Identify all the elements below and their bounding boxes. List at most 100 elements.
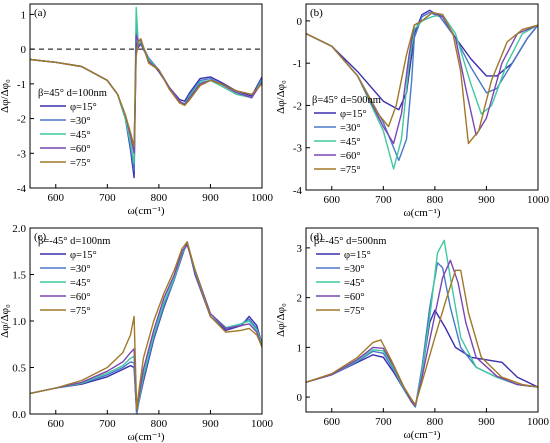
x-axis-label: ω(cm⁻¹) [403,429,440,441]
series-line-1 [30,41,262,179]
legend-entry: =75° [344,306,365,317]
series-group [30,6,262,179]
legend-entry: =45° [344,278,365,289]
y-tick-label: 1.5 [12,270,26,282]
y-tick-label: 1 [21,9,27,21]
y-tick-label: 0 [21,44,27,56]
panel-2: 600 700 800 900 1000 -4 -3 -2 -1 0 ω(cm⁻¹) Δφ/Δφ₀ (b… [275,3,550,219]
series-line-5 [306,11,538,145]
x-tick-label: 800 [427,416,444,428]
legend-title: β=-45° d=100nm [38,236,110,247]
y-tick-label: -1 [293,58,302,70]
x-tick-label: 600 [48,192,65,204]
series-line-3 [306,13,538,170]
series-line-5 [30,241,262,411]
y-axis-label: Δφ/Δφ₀ [0,304,11,338]
series-line-2 [30,27,262,172]
series-group [306,239,538,408]
series-line-2 [30,243,262,414]
y-tick-label: 2 [297,293,303,305]
x-axis-label: ω(cm⁻¹) [403,207,440,219]
y-axis-label: Δφ/Δφ₀ [0,79,11,113]
legend: β=45° d=500nm φ=15° =30° =45° =60° =75° [312,95,381,176]
series-line-4 [306,259,538,407]
y-tick-label: -4 [17,183,27,195]
panel-label: (c) [34,231,47,243]
y-tick-label: -3 [17,148,27,160]
legend-entry: =45° [340,137,361,148]
series-line-2 [306,262,538,408]
x-tick-label: 700 [99,418,116,430]
legend-entry: =60° [70,144,91,155]
series-group [306,9,538,170]
legend-entry: =30° [70,116,91,127]
series-line-4 [30,244,262,412]
series-line-5 [306,269,538,406]
legend-entry: =60° [344,292,365,303]
panel-label: (a) [34,7,47,19]
y-tick-label: -4 [293,185,303,197]
x-tick-label: 700 [375,416,392,428]
x-tick-label: 900 [202,192,219,204]
y-tick-label: -1 [17,79,26,91]
x-tick-label: 700 [375,194,392,206]
legend: β=-45° d=100nm φ=15° =30° =45° =60° =75° [38,236,110,317]
x-tick-label: 1000 [527,416,550,428]
x-axis-label: ω(cm⁻¹) [127,205,164,217]
series-line-1 [306,309,538,408]
legend: β=45° d=100nm φ=15° =30° =45° =60° =75° [38,88,107,169]
y-axis-label: Δφ/Δφ₀ [275,303,287,337]
legend-entry: φ=15° [70,102,97,113]
panel-3: 600 700 800 900 1000 0.0 0.5 1.0 1.5 2.0 ω(cm⁻¹) Δφ… [0,223,274,443]
x-tick-label: 900 [478,416,495,428]
legend-title: β=-45° d=500nm [314,236,386,247]
y-tick-label: 0.5 [12,363,26,375]
legend-entry: =60° [70,292,91,303]
panel-4: 600 700 800 900 1000 0 1 2 3 ω(cm⁻¹) Δφ/Δφ₀ (d)β=-4… [275,227,550,441]
series-line-5 [30,38,262,147]
x-tick-label: 900 [478,194,495,206]
x-tick-label: 800 [151,418,168,430]
legend-entry: =45° [70,278,91,289]
legend-entry: =30° [70,264,91,275]
x-tick-label: 800 [427,194,444,206]
x-axis-label: ω(cm⁻¹) [127,431,164,443]
y-tick-label: 1 [297,342,303,354]
panel-label: (d) [310,231,323,243]
plot-frame [305,227,539,413]
x-tick-label: 700 [99,192,116,204]
legend-title: β=45° d=100nm [38,88,107,99]
legend-title: β=45° d=500nm [312,95,381,106]
legend-entry: =75° [340,165,361,176]
x-tick-label: 900 [202,418,219,430]
legend-entry: φ=15° [340,109,367,120]
x-tick-label: 1000 [251,418,274,430]
legend-entry: φ=15° [344,250,371,261]
legend-entry: =60° [340,151,361,162]
x-tick-label: 1000 [527,194,550,206]
y-tick-label: -2 [17,114,26,126]
legend-entry: =75° [70,158,91,169]
y-tick-label: 0.0 [12,409,26,421]
y-tick-label: -2 [293,100,302,112]
panel-1: 600 700 800 900 1000 -4 -3 -2 -1 0 1 ω(cm⁻¹) Δφ/Δφ₀ (… [0,3,274,217]
panel-label: (b) [310,7,323,19]
x-tick-label: 600 [48,418,65,430]
legend-entry: =75° [70,306,91,317]
series-line-3 [306,239,538,408]
y-tick-label: 0 [297,392,303,404]
y-tick-label: 3 [297,243,303,255]
legend-entry: =45° [70,130,91,141]
legend-entry: =30° [344,264,365,275]
x-tick-label: 600 [324,416,341,428]
y-tick-label: 2.0 [12,223,26,235]
legend: β=-45° d=500nm φ=15° =30° =45° =60° =75° [314,236,386,317]
y-tick-label: -3 [293,143,303,155]
plot-frame [29,3,263,189]
series-group [30,241,262,414]
plot-frame [305,3,539,191]
y-tick-label: 0 [297,16,303,28]
x-tick-label: 800 [151,192,168,204]
legend-entry: =30° [340,123,361,134]
